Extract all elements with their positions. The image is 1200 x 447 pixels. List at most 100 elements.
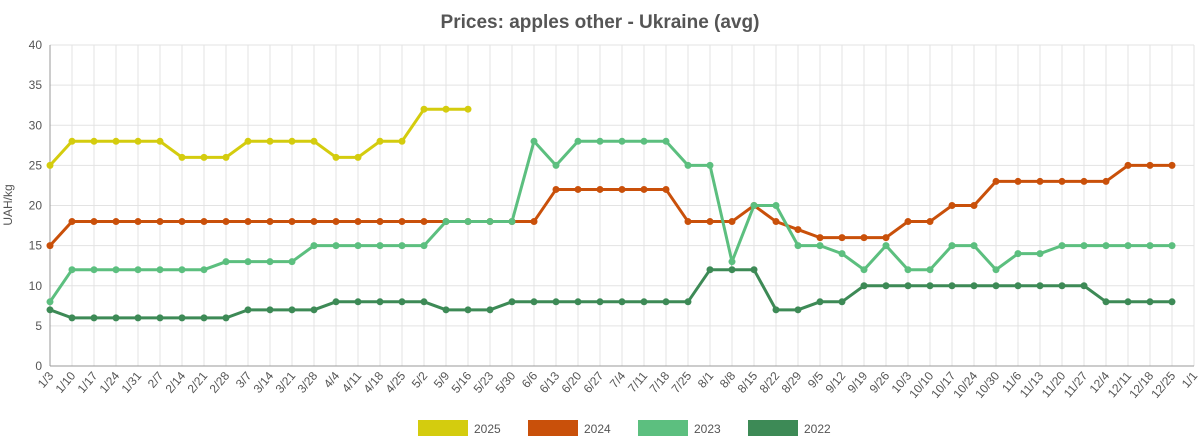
data-point <box>1080 242 1088 250</box>
data-point <box>156 218 164 226</box>
data-point <box>772 202 780 209</box>
data-point <box>288 218 296 226</box>
data-point <box>376 137 384 145</box>
data-point <box>200 266 208 274</box>
data-point <box>860 282 868 290</box>
data-point <box>838 234 846 242</box>
data-point <box>46 242 54 250</box>
data-point <box>310 242 318 250</box>
y-tick-label: 10 <box>29 279 43 293</box>
data-point <box>464 218 472 226</box>
data-point <box>662 298 670 306</box>
data-point <box>310 137 318 145</box>
series-line <box>48 138 1172 303</box>
x-tick-label: 5/30 <box>493 369 519 396</box>
data-point <box>310 218 318 226</box>
data-point <box>332 298 340 306</box>
data-point <box>112 137 120 145</box>
data-point <box>838 250 846 258</box>
data-point <box>178 218 186 226</box>
data-point <box>596 185 604 193</box>
data-point <box>948 202 956 209</box>
data-point <box>178 266 186 274</box>
x-tick-label: 6/27 <box>581 369 607 396</box>
data-point <box>684 161 692 169</box>
x-tick-label: 12/25 <box>1148 369 1178 401</box>
data-point <box>1014 282 1022 290</box>
data-point <box>200 218 208 226</box>
x-tick-label: 6/13 <box>537 369 563 396</box>
data-point <box>46 298 54 306</box>
x-tick-label: 8/29 <box>779 369 805 396</box>
data-point <box>530 218 538 226</box>
x-tick-label: 3/28 <box>295 369 321 396</box>
data-point <box>332 153 340 161</box>
data-point <box>992 266 1000 274</box>
legend-label: 2025 <box>474 422 501 436</box>
data-point <box>728 218 736 226</box>
data-point <box>354 218 362 226</box>
data-point <box>882 234 890 242</box>
data-point <box>244 218 252 226</box>
legend-swatch <box>418 420 468 436</box>
x-tick-label: 5/23 <box>471 369 497 396</box>
data-point <box>442 105 450 113</box>
data-point <box>794 242 802 250</box>
data-point <box>1036 250 1044 258</box>
data-point <box>618 137 626 145</box>
data-point <box>838 298 846 306</box>
x-tick-label: 5/2 <box>409 369 431 391</box>
data-point <box>1080 282 1088 290</box>
data-point <box>1014 177 1022 185</box>
data-point <box>1146 298 1154 306</box>
y-tick-label: 0 <box>35 359 42 373</box>
data-point <box>706 218 714 226</box>
x-tick-label: 11/13 <box>1017 369 1047 401</box>
x-tick-label: 3/21 <box>273 369 299 396</box>
data-point <box>816 298 824 306</box>
data-point <box>376 298 384 306</box>
series-line <box>48 163 1172 247</box>
x-tick-label: 8/22 <box>757 369 783 396</box>
data-point <box>1102 242 1110 250</box>
data-point <box>904 218 912 226</box>
data-point <box>420 105 428 113</box>
data-point <box>596 298 604 306</box>
data-point <box>112 218 120 226</box>
data-point <box>1146 161 1154 169</box>
data-point <box>200 314 208 322</box>
data-point <box>288 306 296 314</box>
data-point <box>134 218 142 226</box>
data-point <box>1168 161 1176 169</box>
x-tick-label: 1/31 <box>119 369 145 396</box>
data-point <box>112 266 120 274</box>
y-axis-label: UAH/kg <box>1 184 15 225</box>
data-point <box>156 266 164 274</box>
data-point <box>266 218 274 226</box>
data-point <box>332 218 340 226</box>
legend-swatch <box>638 420 688 436</box>
data-point <box>596 137 604 145</box>
data-point <box>354 153 362 161</box>
data-point <box>266 258 274 266</box>
x-tick-label: 10/30 <box>972 369 1002 401</box>
data-point <box>684 218 692 226</box>
data-point <box>442 306 450 314</box>
x-tick-label: 6/20 <box>559 369 585 396</box>
data-point <box>244 137 252 145</box>
x-tick-label: 11/27 <box>1061 369 1091 401</box>
data-point <box>816 242 824 250</box>
data-point <box>288 137 296 145</box>
data-point <box>1124 161 1132 169</box>
data-point <box>354 242 362 250</box>
data-point <box>508 218 516 226</box>
data-point <box>486 218 494 226</box>
data-point <box>1058 282 1066 290</box>
data-point <box>1080 177 1088 185</box>
data-point <box>882 242 890 250</box>
data-point <box>244 258 252 266</box>
data-point <box>640 185 648 193</box>
data-point <box>222 153 230 161</box>
data-point <box>618 185 626 193</box>
